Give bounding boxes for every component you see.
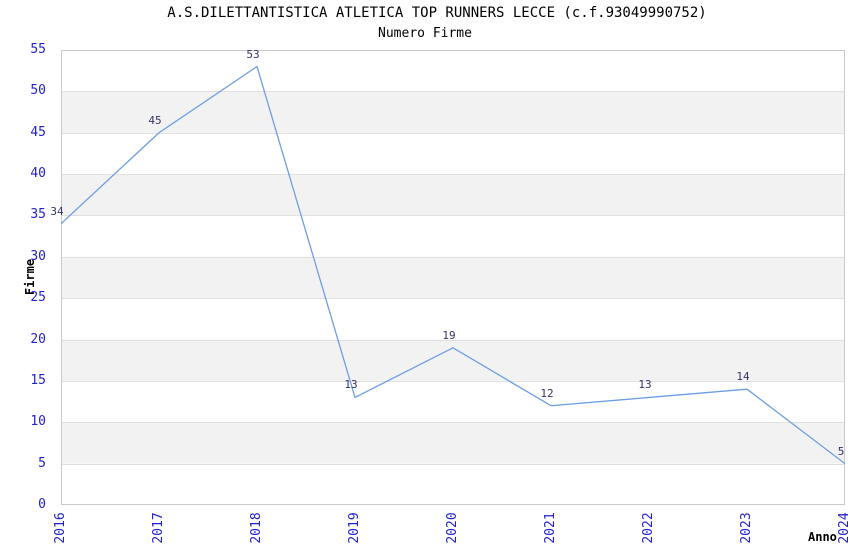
x-tick-label: 2018 <box>249 512 264 544</box>
chart-title: A.S.DILETTANTISTICA ATLETICA TOP RUNNERS… <box>167 5 707 21</box>
y-tick-label: 5 <box>38 455 46 471</box>
data-point-label: 53 <box>246 47 260 61</box>
data-point-label: 12 <box>540 386 554 400</box>
line-chart-svg <box>61 50 845 505</box>
x-tick-label: 2019 <box>347 512 362 544</box>
data-point-label: 14 <box>736 370 750 384</box>
x-tick-label: 2021 <box>543 512 558 544</box>
y-tick-label: 30 <box>30 248 46 264</box>
chart-subtitle: Numero Firme <box>378 26 472 41</box>
data-point-label: 19 <box>442 328 456 342</box>
plot-band <box>61 339 845 381</box>
plot-band <box>61 422 845 464</box>
y-tick-label: 40 <box>30 166 46 182</box>
y-tick-label: 55 <box>30 42 46 57</box>
y-tick-label: 10 <box>30 414 46 430</box>
y-axis-title: Firme <box>23 258 37 296</box>
plot-area <box>61 50 845 505</box>
y-tick-label: 25 <box>30 290 46 306</box>
x-tick-label: 2024 <box>837 512 850 544</box>
y-tick-label: 45 <box>30 124 46 140</box>
x-tick-label: 2022 <box>641 512 656 544</box>
x-tick-label: 2023 <box>739 512 754 544</box>
data-point-label: 34 <box>50 204 64 218</box>
data-point-label: 45 <box>148 113 162 127</box>
x-tick-label: 2017 <box>151 512 166 544</box>
data-point-label: 13 <box>638 378 652 392</box>
plot-band <box>61 174 845 216</box>
y-tick-label: 15 <box>30 372 46 388</box>
y-tick-label: 50 <box>30 83 46 99</box>
y-tick-label: 35 <box>30 207 46 223</box>
data-point-label: 13 <box>344 378 358 392</box>
y-tick-label: 0 <box>38 497 46 512</box>
plot-border <box>61 50 845 505</box>
y-tick-label: 20 <box>30 331 46 347</box>
x-tick-label: 2020 <box>445 512 460 544</box>
x-tick-label: 2016 <box>53 512 68 544</box>
plot-band <box>61 91 845 133</box>
plot-band <box>61 256 845 299</box>
data-point-label: 5 <box>837 444 845 458</box>
x-axis-title: Anno <box>808 530 837 544</box>
series-line <box>61 65 845 465</box>
